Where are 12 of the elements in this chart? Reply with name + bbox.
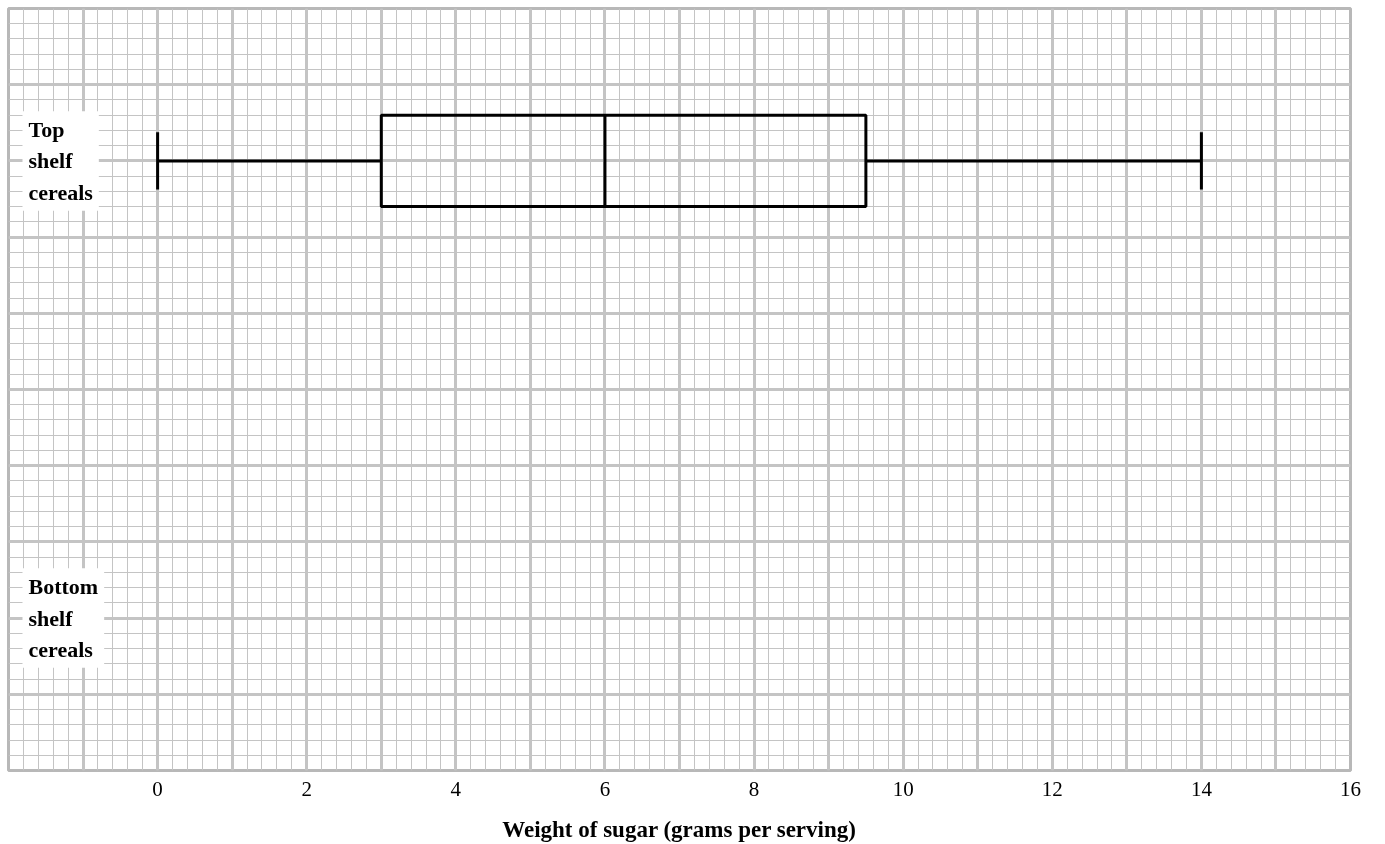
y-tick-label: Top shelf cereals xyxy=(28,117,94,205)
x-tick-label: 6 xyxy=(599,776,611,801)
x-tick-label: 4 xyxy=(450,776,462,801)
x-tick-label: 12 xyxy=(1041,776,1063,801)
x-tick-label: 14 xyxy=(1190,776,1213,801)
x-tick-label: 8 xyxy=(748,776,760,801)
x-tick-label: 16 xyxy=(1340,776,1361,801)
y-tick-label: Bottom shelf cereals xyxy=(28,574,99,662)
x-axis-title: Weight of sugar (grams per serving) xyxy=(502,816,856,842)
x-tick-label: 0 xyxy=(152,776,163,801)
x-tick-label: 10 xyxy=(892,776,914,801)
x-tick-label: 2 xyxy=(301,776,312,801)
